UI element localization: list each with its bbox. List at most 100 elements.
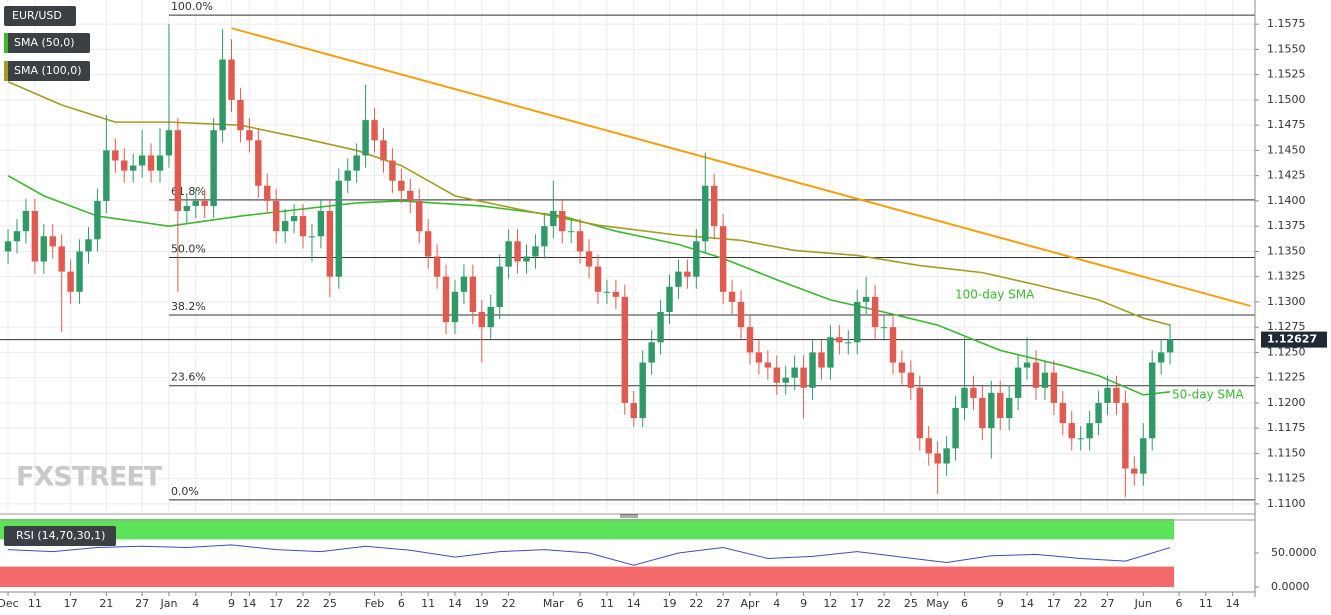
candle-body [398, 180, 405, 191]
y-tick-label: 1.1225 [1267, 371, 1306, 384]
x-tick-label: 6 [577, 597, 584, 610]
candle-body [719, 226, 727, 292]
candle-body [129, 165, 137, 171]
y-tick-label: 1.1275 [1267, 320, 1306, 333]
overbought-band [0, 519, 1175, 540]
candle-body [1032, 362, 1040, 388]
candle-body [371, 120, 378, 141]
legend-box [4, 6, 76, 26]
candle-body [505, 241, 512, 267]
candle-body [889, 327, 897, 363]
candle-body [836, 337, 843, 343]
y-tick-label: 1.1250 [1267, 345, 1306, 358]
candle-body [907, 372, 915, 388]
x-tick-label: 22 [1074, 597, 1088, 610]
candle-body [800, 367, 807, 388]
candle-body [1014, 367, 1022, 398]
candle-body [630, 402, 637, 419]
line [7, 80, 1171, 326]
candle-body [255, 140, 262, 186]
candle-body [791, 367, 798, 378]
x-tick-label: 9 [228, 597, 235, 610]
x-tick-label: 22 [296, 597, 310, 610]
y-tick-label: 1.1475 [1267, 118, 1306, 131]
x-tick-label: 6 [1176, 597, 1183, 610]
x-tick-label: 25 [904, 597, 918, 610]
x-tick-label: 14 [448, 597, 462, 610]
legend-title: EUR/USD [12, 9, 62, 22]
x-tick-label: Jan [159, 597, 177, 610]
candle-body [290, 216, 298, 222]
candle-body [183, 205, 191, 212]
candle-body [460, 276, 468, 292]
candle-body [639, 362, 646, 419]
y-tick-label: 1.1100 [1267, 497, 1306, 510]
candle-body [523, 256, 530, 262]
candle-body [299, 216, 307, 237]
candle-body [1104, 387, 1111, 403]
x-tick-label: 22 [877, 597, 891, 610]
y-tick-label: 1.1575 [1267, 17, 1306, 30]
candle-body [326, 211, 334, 277]
candle-body [272, 200, 280, 232]
candle-body [1140, 438, 1147, 474]
candle-body [862, 296, 870, 302]
candle-body [594, 266, 602, 292]
resize-handle [620, 514, 638, 518]
candle-body [979, 397, 986, 429]
candle-body [433, 256, 441, 277]
x-tick-label: 14 [627, 597, 641, 610]
annotation: 50-day SMA [1172, 388, 1244, 402]
candle-body [380, 140, 387, 161]
candle-body [1059, 402, 1067, 424]
x-tick-label: 11 [421, 597, 435, 610]
x-tick-label: 4 [192, 597, 199, 610]
legend: EUR/USD [4, 6, 76, 26]
candle-body [567, 231, 575, 233]
candle-body [1131, 468, 1138, 474]
candle-body [407, 190, 414, 201]
candle-body [1095, 402, 1102, 424]
x-tick-label: 27 [716, 597, 730, 610]
last-price-box [1261, 331, 1327, 348]
candle-body [308, 236, 316, 238]
rsi-title: RSI (14,70,30,1) [16, 529, 105, 542]
candle-body [1068, 423, 1075, 439]
candle-body [845, 342, 852, 344]
plot: 100.0%61.8%50.0%38.2%23.6%0.0%100-day SM… [0, 0, 1255, 566]
x-tick-label: 11 [28, 597, 42, 610]
x-tick-label: 19 [475, 597, 489, 610]
candle-body [970, 387, 977, 398]
candle-body [317, 211, 325, 237]
candle-body [353, 155, 360, 171]
y-tick-label: 1.1400 [1267, 194, 1306, 207]
rsi-legend: RSI (14,70,30,1) [4, 526, 116, 546]
x-tick-label: 22 [689, 597, 703, 610]
x-tick-label: 17 [64, 597, 78, 610]
candle-body [693, 241, 700, 277]
candle-body [156, 155, 164, 171]
candle-body [550, 211, 557, 227]
y-tick-label: 1.1525 [1267, 68, 1306, 81]
candle-body [362, 120, 369, 156]
candle-body [49, 236, 56, 247]
x-tick-label: 22 [502, 597, 516, 610]
x-tick-label: 17 [269, 597, 283, 610]
candle-body [58, 246, 65, 272]
candle-body [121, 160, 128, 171]
candle-body [174, 130, 182, 212]
candle-body [1086, 423, 1093, 439]
candle-body [585, 251, 593, 267]
candle-body [952, 407, 959, 449]
x-tick-label: 17 [1047, 597, 1061, 610]
candle-body [201, 200, 208, 206]
candle-body [469, 276, 477, 313]
candle-body [228, 59, 235, 100]
y-tick-label: 50.0000 [1271, 546, 1317, 559]
candle-body [559, 211, 566, 232]
candle-body [13, 231, 21, 242]
legend-swatch [4, 33, 8, 53]
x-tick-label: 14 [1020, 597, 1034, 610]
candle-body [103, 150, 110, 201]
